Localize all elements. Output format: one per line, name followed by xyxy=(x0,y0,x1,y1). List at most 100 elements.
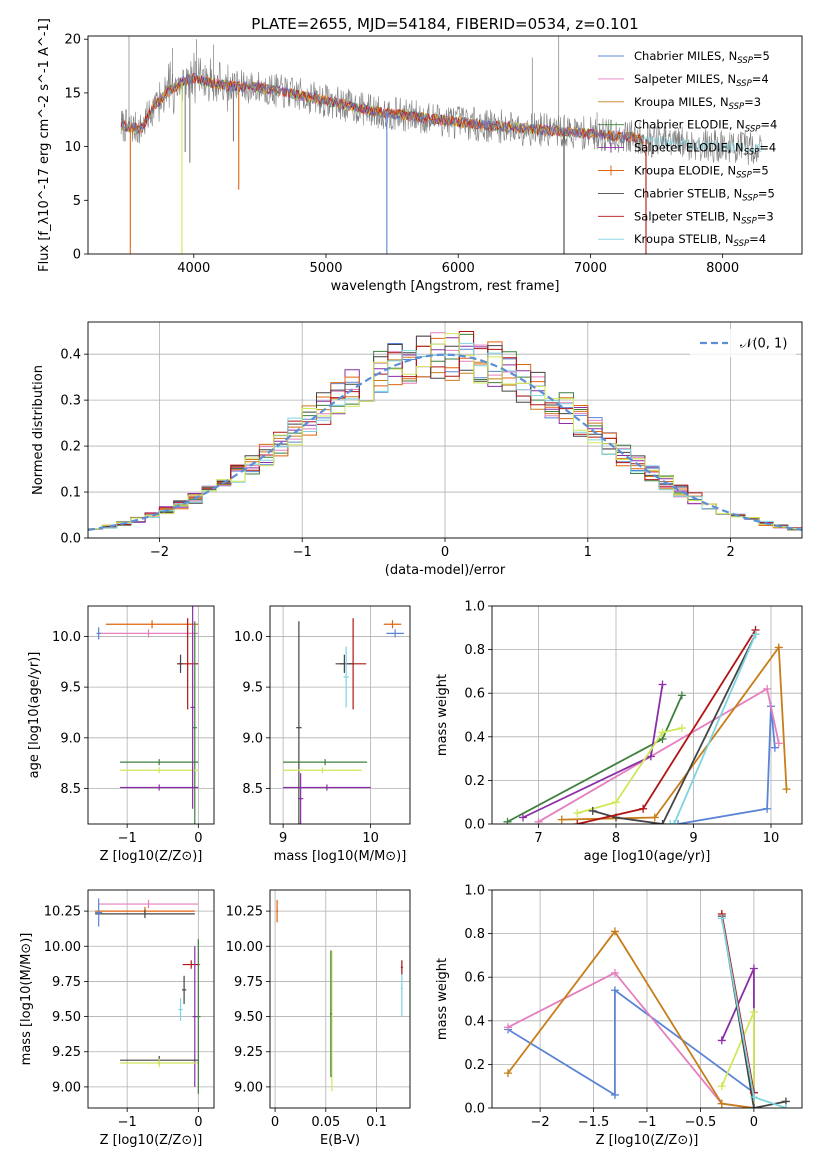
weight-point-marker xyxy=(503,817,512,824)
y-tick-label: 8.5 xyxy=(242,782,263,797)
y-tick-label: 0.0 xyxy=(464,818,485,833)
axes-frame-mass-vs-ebv xyxy=(269,889,411,1109)
weight-point-marker xyxy=(774,739,783,748)
x-axis-label: Z [log10(Z/Z⊙)] xyxy=(100,1133,203,1148)
x-tick-label: −2 xyxy=(150,545,169,560)
marks-mass-vs-ebv xyxy=(276,899,403,1092)
x-axis-label: Z [log10(Z/Z⊙)] xyxy=(100,849,203,864)
weight-point-marker xyxy=(749,1093,758,1102)
y-tick-label: 9.00 xyxy=(52,1080,81,1095)
y-tick-label: 0 xyxy=(73,248,81,263)
legend-label-sub: SSP xyxy=(734,239,750,249)
marks-weight-vs-z xyxy=(504,909,790,1108)
y-tick-label: 8.5 xyxy=(60,782,81,797)
y-tick-label: 9.00 xyxy=(234,1080,263,1095)
weight-point-marker xyxy=(610,986,619,995)
legend-label: Salpeter MILES, NSSP=4 xyxy=(634,72,769,89)
weight-point-marker xyxy=(504,1023,513,1032)
x-tick-label: 10 xyxy=(362,831,379,846)
y-tick-label: 0.0 xyxy=(464,1102,485,1117)
weight-point-marker xyxy=(717,1082,726,1091)
weight-point-marker xyxy=(717,1036,726,1045)
axes-frame-age-vs-mass xyxy=(269,605,411,825)
legend-label: 𝒩(0, 1) xyxy=(740,337,787,352)
legend-label-tail: =4 xyxy=(760,118,777,132)
weight-point-marker xyxy=(573,820,582,824)
y-tick-label: 20 xyxy=(64,33,81,48)
weight-point-marker xyxy=(674,820,682,824)
weight-point-marker xyxy=(610,1090,619,1099)
x-tick-label: −2 xyxy=(531,1115,550,1130)
legend-label: Chabrier STELIB, NSSP=5 xyxy=(634,186,775,203)
y-tick-label: 9.50 xyxy=(234,1010,263,1025)
x-tick-label: −0.5 xyxy=(685,1115,717,1130)
y-tick-label: 1.0 xyxy=(464,884,485,899)
y-axis-label: Flux [f_λ10^-17 erg cm^-2 s^-1 A^-1] xyxy=(37,18,52,272)
figure-title: PLATE=2655, MJD=54184, FIBERID=0534, z=0… xyxy=(251,15,638,33)
y-tick-label: 10.0 xyxy=(52,630,81,645)
plot-area-spectrum xyxy=(120,36,763,254)
weight-point-marker xyxy=(610,927,619,936)
x-tick-label: 2 xyxy=(726,545,734,560)
weight-point-marker xyxy=(573,809,582,818)
weight-point-marker xyxy=(763,684,772,693)
axes-frame-residuals xyxy=(87,321,803,539)
x-tick-label: 0.1 xyxy=(366,1115,387,1130)
weight-series-line xyxy=(592,633,757,824)
y-tick-label: 9.25 xyxy=(234,1045,263,1060)
x-tick-label: −1 xyxy=(293,545,312,560)
y-tick-label: 10.0 xyxy=(234,630,263,645)
x-tick-label: 5000 xyxy=(309,261,342,276)
x-tick-label: 8 xyxy=(612,831,620,846)
weight-point-marker xyxy=(658,820,667,824)
y-axis-label: Normed distribution xyxy=(31,365,46,495)
weight-point-marker xyxy=(504,1069,513,1078)
x-tick-label: 9 xyxy=(279,831,287,846)
legend-label-sub: SSP xyxy=(745,125,761,135)
weight-point-marker xyxy=(717,914,726,923)
x-axis-label: (data-model)/error xyxy=(385,563,506,578)
legend-label-text: Chabrier STELIB, N xyxy=(634,186,742,200)
weight-series-line xyxy=(507,988,755,1097)
axes-frame-age-vs-z xyxy=(87,605,215,825)
x-axis-label: E(B-V) xyxy=(320,1133,360,1148)
y-tick-label: 9.0 xyxy=(242,731,263,746)
x-tick-label: −1 xyxy=(637,1115,656,1130)
weight-point-marker xyxy=(610,968,619,977)
weight-point-marker xyxy=(782,785,791,794)
weight-series-line xyxy=(577,727,683,814)
x-tick-label: 1 xyxy=(584,545,592,560)
marks-spectrum xyxy=(120,36,763,254)
y-tick-label: 5 xyxy=(73,194,81,209)
y-tick-label: 1.0 xyxy=(464,600,485,615)
weight-point-marker xyxy=(670,820,679,824)
x-axis-label: mass [log10(M/M⊙)] xyxy=(274,849,407,864)
y-tick-label: 9.75 xyxy=(234,975,263,990)
legend-label: Kroupa STELIB, NSSP=4 xyxy=(634,232,766,249)
y-axis-label: mass weight xyxy=(435,958,450,1040)
x-tick-label: −1 xyxy=(118,1115,137,1130)
weight-point-marker xyxy=(557,815,566,824)
weight-series-line xyxy=(507,929,755,1108)
y-tick-label: 0.2 xyxy=(60,440,81,455)
axes-frame-spectrum xyxy=(87,35,803,255)
y-tick-label: 0.8 xyxy=(464,643,485,658)
legend-label-sub: SSP xyxy=(737,56,753,66)
marks-age-vs-mass xyxy=(283,618,404,824)
y-tick-label: 9.50 xyxy=(52,1010,81,1025)
x-tick-label: 4000 xyxy=(177,261,210,276)
model-spectrum-line xyxy=(120,74,643,144)
legend-label-sub: SSP xyxy=(736,171,752,181)
y-tick-label: 0.1 xyxy=(60,486,81,501)
x-axis-label: age [log10(age/yr)] xyxy=(584,849,711,864)
y-tick-label: 0.3 xyxy=(60,394,81,409)
weight-point-marker xyxy=(646,752,655,761)
plot-area-weight-vs-z xyxy=(492,890,802,1108)
legend-label-sub: SSP xyxy=(736,79,752,89)
weight-point-marker xyxy=(519,813,527,822)
legend-label-text: Chabrier MILES, N xyxy=(634,49,737,63)
y-tick-label: 0.4 xyxy=(60,348,81,363)
legend-label-tail: =5 xyxy=(752,164,769,178)
plot-area-mass-vs-z xyxy=(88,890,214,1108)
legend-label: Salpeter STELIB, NSSP=3 xyxy=(634,209,774,226)
